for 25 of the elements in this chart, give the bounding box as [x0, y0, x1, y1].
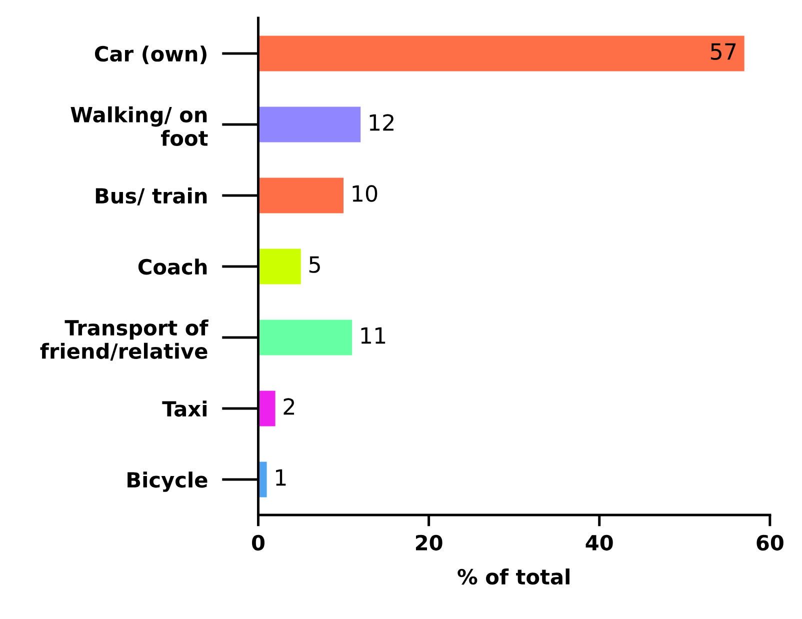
y-tick-label: Coach [138, 258, 207, 275]
data-label: 5 [309, 256, 320, 273]
data-label: 2 [284, 398, 294, 415]
x-tick-label: 60 [756, 534, 784, 551]
data-label: 1 [276, 469, 286, 486]
x-tick-label: 20 [416, 534, 442, 551]
y-tick-label: Taxi [162, 400, 206, 417]
y-tick-label: Bus/ train [96, 188, 207, 206]
bar [258, 106, 361, 142]
data-label: 12 [370, 114, 394, 131]
y-tick-label: Walking/ on foot [70, 106, 208, 146]
bar [258, 320, 352, 356]
x-tick-label: 0 [252, 534, 264, 551]
data-label: 11 [361, 327, 386, 344]
x-axis-title: % of total [458, 568, 570, 585]
x-tick-label: 40 [586, 534, 613, 551]
data-label: 10 [352, 185, 378, 202]
bar [258, 390, 276, 426]
data-label: 57 [710, 43, 736, 60]
bar [258, 248, 301, 284]
y-tick-label: Car (own) [94, 46, 206, 64]
y-tick-label: Transport of friend/relative [40, 319, 208, 361]
y-tick-label: Bicycle [128, 472, 208, 492]
bar [258, 178, 344, 214]
bar [258, 36, 744, 72]
